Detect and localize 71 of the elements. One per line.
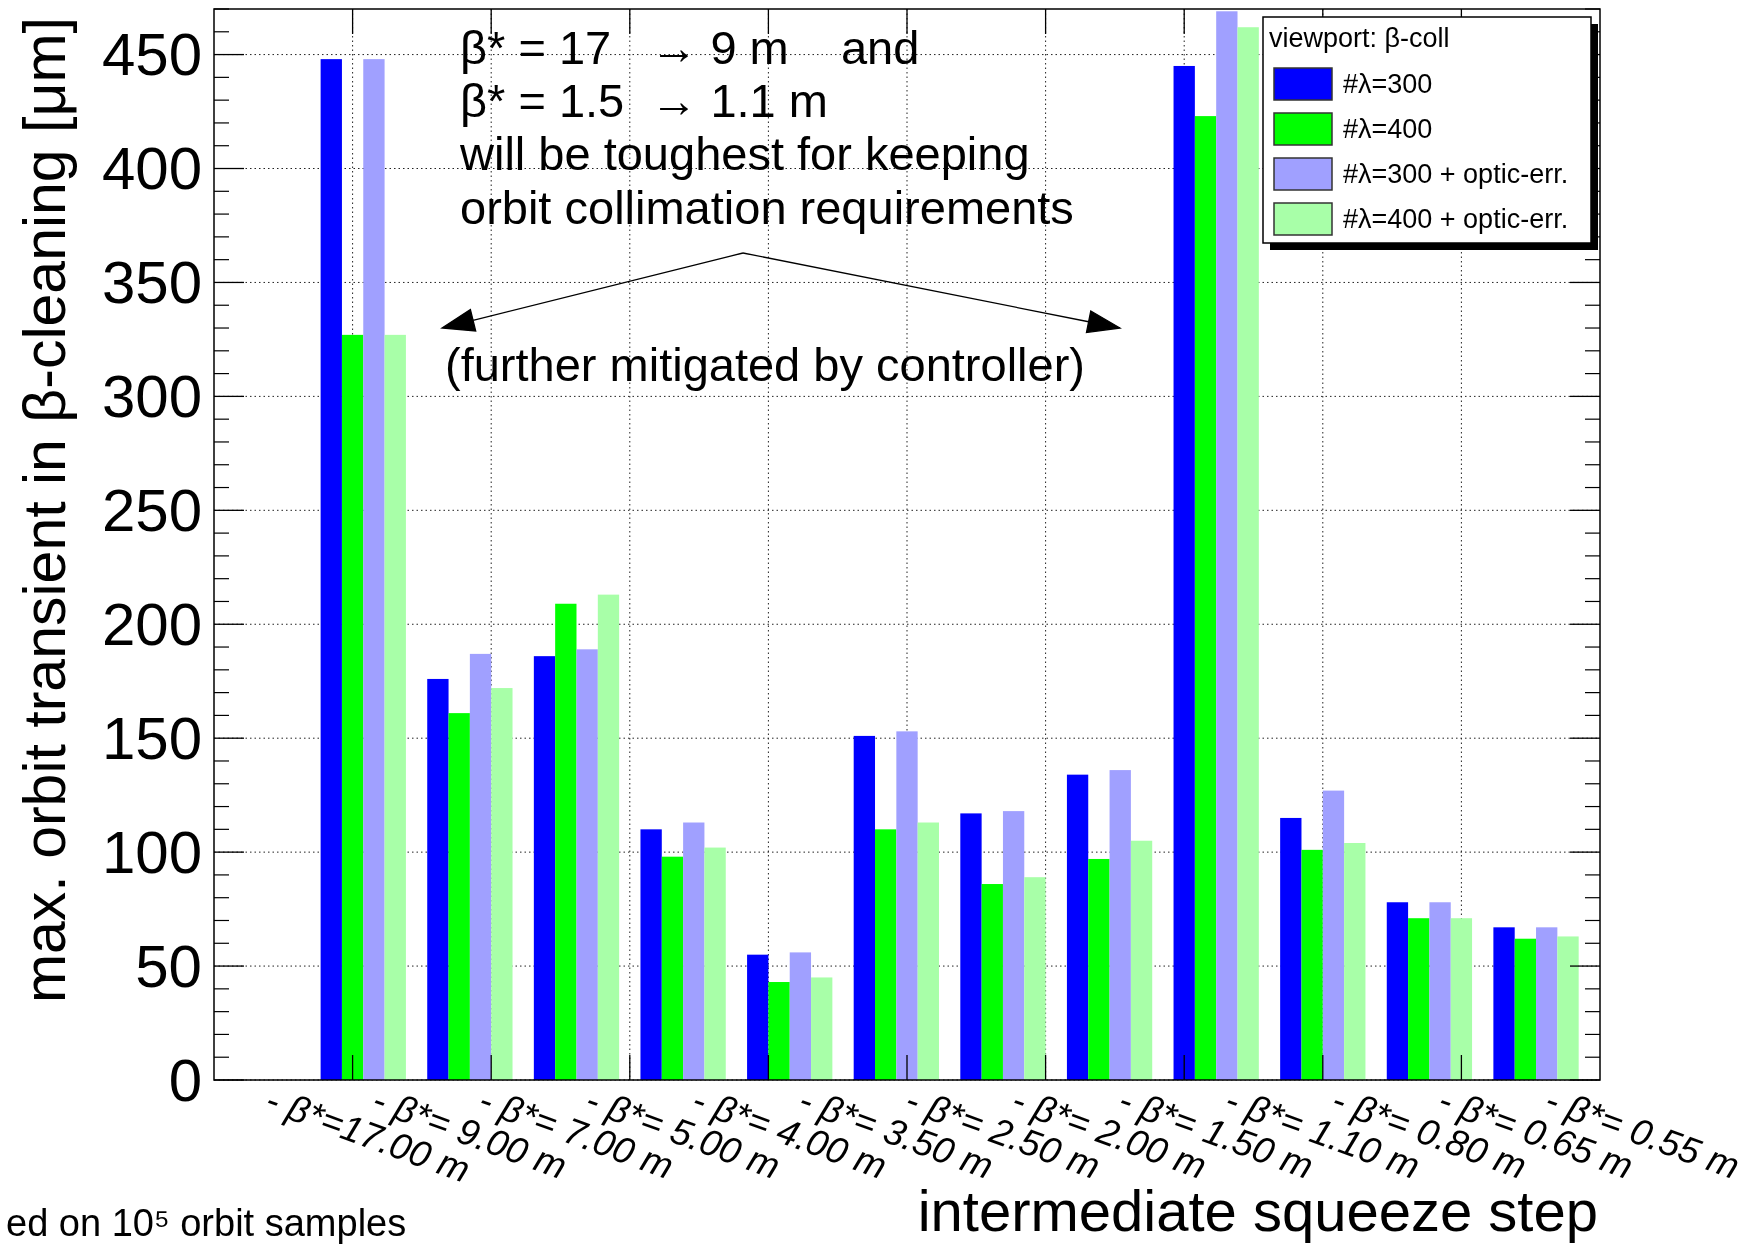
- bar: [1002, 811, 1025, 1080]
- text: ed on 10⁵ orbit samples: [6, 1202, 407, 1244]
- bar: [1557, 936, 1579, 1080]
- bar: [1024, 877, 1046, 1080]
- bar: [1109, 770, 1131, 1080]
- y-tick-label: 350: [101, 248, 202, 316]
- y-tick-label: 250: [101, 476, 202, 544]
- bar: [1536, 927, 1558, 1080]
- y-tick-label: 0: [168, 1046, 202, 1114]
- bar: [576, 649, 598, 1080]
- bar: [1514, 938, 1537, 1080]
- bar: [1450, 918, 1473, 1080]
- legend-label: #λ=400 + optic-err.: [1343, 204, 1569, 234]
- bar: [1173, 65, 1195, 1080]
- bar: [363, 59, 385, 1080]
- annotation: (further mitigated by controller): [445, 338, 1085, 391]
- bar: [1066, 774, 1089, 1080]
- y-tick-label: 50: [135, 932, 202, 1000]
- legend-label: #λ=300 + optic-err.: [1343, 159, 1569, 189]
- bar: [320, 59, 342, 1080]
- bar: [1301, 849, 1323, 1080]
- bar: [917, 822, 939, 1080]
- bar: [1344, 843, 1366, 1080]
- bar: [704, 847, 726, 1080]
- bar: [533, 656, 556, 1080]
- annotation: will be toughest for keeping: [459, 127, 1030, 180]
- annotation: β* = 17 → 9 m and: [460, 21, 920, 74]
- bar: [747, 954, 769, 1080]
- bar: [960, 813, 982, 1080]
- bar: [427, 678, 449, 1080]
- bar: [683, 822, 705, 1080]
- y-tick-label: 300: [101, 362, 202, 430]
- bar: [491, 688, 513, 1080]
- legend-label: #λ=400: [1343, 114, 1433, 144]
- bar: [1493, 927, 1515, 1080]
- bar: [469, 653, 492, 1080]
- bar: [341, 334, 364, 1080]
- bar: [555, 603, 577, 1080]
- bar: [1429, 902, 1451, 1080]
- y-axis-title: max. orbit transient in β-cleaning [μm]: [12, 17, 78, 1004]
- bar: [853, 735, 876, 1080]
- bar: [981, 884, 1003, 1080]
- bar: [875, 829, 897, 1080]
- legend-label: #λ=300: [1343, 69, 1433, 99]
- bar: [1237, 27, 1259, 1080]
- y-tick-label: 150: [101, 704, 202, 772]
- y-tick-label: 450: [101, 21, 202, 89]
- bar: [789, 952, 812, 1080]
- x-axis-title: intermediate squeeze step: [917, 1178, 1598, 1243]
- bar: [1322, 790, 1345, 1080]
- bar: [448, 713, 470, 1080]
- bar: [768, 982, 790, 1080]
- bar: [1386, 902, 1409, 1080]
- bar: [1088, 858, 1110, 1080]
- annotation: β* = 1.5 → 1.1 m: [460, 74, 828, 127]
- y-tick-label: 200: [101, 590, 202, 658]
- bar: [896, 731, 918, 1080]
- bar: [640, 829, 662, 1080]
- bar: [811, 977, 833, 1080]
- bar: [1408, 918, 1430, 1080]
- bar: [1130, 840, 1153, 1080]
- bar: [1280, 817, 1302, 1080]
- bar: [384, 334, 406, 1080]
- bar: [1216, 11, 1238, 1080]
- bar: [597, 594, 620, 1080]
- bar: [661, 856, 684, 1080]
- y-tick-label: 100: [101, 818, 202, 886]
- bar: [1194, 116, 1217, 1080]
- annotation: orbit collimation requirements: [460, 181, 1074, 234]
- legend-title: viewport: β-coll: [1269, 23, 1450, 53]
- y-tick-label: 400: [101, 135, 202, 203]
